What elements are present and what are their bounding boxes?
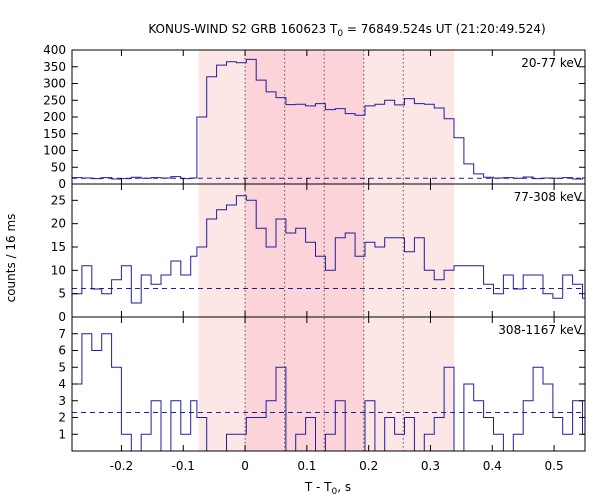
panel-0-y-tick-label-7: 350 [43,60,66,74]
x-axis-label: T - T0, s [304,480,351,497]
x-tick-label-7: 0.5 [545,459,564,473]
panel-0-y-tick-label-0: 0 [58,177,66,191]
panel-0-y-tick-label-1: 50 [51,160,66,174]
x-tick-label-2: 0 [241,459,249,473]
panel-0-y-tick-label-8: 400 [43,43,66,57]
panel-2-y-tick-label-4: 5 [58,360,66,374]
y-axis-label: counts / 16 ms [4,214,18,303]
panel-2-y-tick-label-2: 3 [58,394,66,408]
panel-0-y-tick-label-2: 100 [43,144,66,158]
x-tick-label-3: 0.1 [297,459,316,473]
panel-2-y-tick-label-5: 6 [58,344,66,358]
x-tick-label-5: 0.3 [421,459,440,473]
panel-1-y-tick-label-0: 0 [58,310,66,324]
panel-0-y-tick-label-3: 150 [43,127,66,141]
panel-0-y-tick-label-5: 250 [43,93,66,107]
panel-1-y-tick-label-3: 15 [51,240,66,254]
panel-1-energy-band-label: 77-308 keV [514,190,583,204]
inner-time-interval-band [245,50,364,451]
panel-2-energy-band-label: 308-1167 keV [498,323,582,337]
panel-1-y-tick-label-1: 5 [58,287,66,301]
panel-2-y-tick-label-3: 4 [58,377,66,391]
panel-2-y-tick-label-0: 1 [58,427,66,441]
panel-1-count-series [72,195,585,304]
x-tick-label-0: -0.2 [110,459,133,473]
panel-1-y-tick-label-2: 10 [51,263,66,277]
panel-2-y-tick-label-6: 7 [58,327,66,341]
x-tick-label-6: 0.4 [483,459,502,473]
x-tick-label-1: -0.1 [172,459,195,473]
panel-0-y-tick-label-6: 300 [43,77,66,91]
panel-0-count-series [72,58,585,180]
chart-title: KONUS-WIND S2 GRB 160623 T0 = 76849.524s… [148,22,545,39]
panel-1-y-tick-label-5: 25 [51,193,66,207]
panel-2-y-tick-label-1: 2 [58,411,66,425]
panel-0-y-tick-label-4: 200 [43,110,66,124]
x-tick-label-4: 0.2 [359,459,378,473]
panel-1-y-tick-label-4: 20 [51,217,66,231]
panel-0-energy-band-label: 20-77 keV [521,56,583,70]
